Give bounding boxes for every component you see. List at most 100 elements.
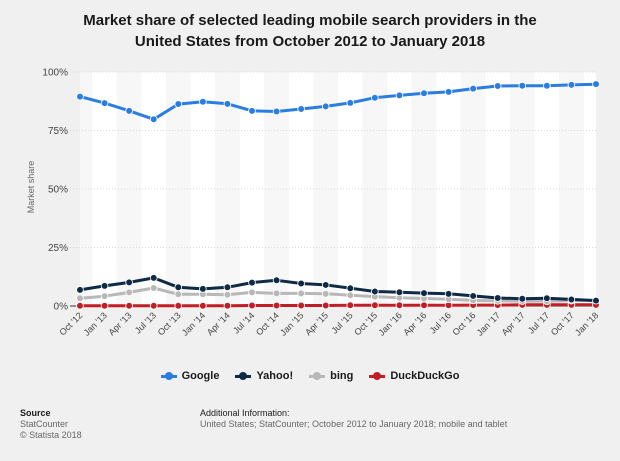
x-tick-label: Jan '16: [376, 310, 403, 337]
data-point-yahoo[interactable]: [346, 284, 355, 293]
x-tick-label: Oct '17: [549, 310, 576, 337]
data-point-yahoo[interactable]: [592, 296, 600, 305]
data-point-yahoo[interactable]: [420, 289, 428, 297]
data-point-google[interactable]: [493, 82, 502, 90]
series-lines: [76, 80, 600, 310]
data-point-yahoo[interactable]: [76, 286, 84, 294]
data-point-yahoo[interactable]: [199, 285, 207, 293]
data-point-duckduckgo[interactable]: [420, 301, 428, 310]
chart-title: Market share of selected leading mobile …: [0, 10, 620, 52]
data-point-yahoo[interactable]: [567, 295, 576, 304]
legend-item-duckduckgo[interactable]: DuckDuckGo: [369, 370, 459, 382]
data-point-bing[interactable]: [321, 290, 330, 298]
x-tick-label: Jan '13: [82, 310, 109, 337]
series-line-google: [79, 82, 597, 121]
data-point-google[interactable]: [297, 105, 305, 113]
data-point-google[interactable]: [567, 81, 576, 89]
data-point-yahoo[interactable]: [223, 283, 232, 292]
data-point-yahoo[interactable]: [444, 290, 453, 298]
data-point-bing[interactable]: [272, 289, 281, 298]
data-point-duckduckgo[interactable]: [100, 301, 109, 310]
data-point-google[interactable]: [395, 91, 404, 100]
data-point-google[interactable]: [248, 107, 256, 115]
source-line-statista[interactable]: © Statista 2018: [20, 430, 82, 440]
x-tick-label: Apr '13: [107, 310, 134, 337]
x-tick-label: Oct '12: [57, 310, 84, 337]
data-point-google[interactable]: [174, 100, 183, 108]
data-point-yahoo[interactable]: [518, 294, 527, 303]
plot-band: [387, 72, 412, 306]
legend-item-yahoo[interactable]: Yahoo!: [235, 370, 293, 382]
data-point-duckduckgo[interactable]: [248, 301, 256, 310]
data-point-duckduckgo[interactable]: [149, 301, 158, 310]
data-point-google[interactable]: [199, 97, 207, 106]
source-heading: Source: [20, 408, 51, 418]
data-point-duckduckgo[interactable]: [76, 301, 84, 310]
data-point-google[interactable]: [223, 100, 232, 108]
data-point-duckduckgo[interactable]: [174, 301, 183, 310]
data-point-yahoo[interactable]: [272, 276, 281, 285]
y-tick-label: 50%: [48, 185, 68, 196]
data-point-bing[interactable]: [149, 284, 158, 292]
data-point-google[interactable]: [543, 82, 551, 90]
data-point-yahoo[interactable]: [469, 292, 477, 300]
x-tick-label: Apr '15: [303, 310, 330, 337]
data-point-yahoo[interactable]: [493, 294, 502, 302]
legend-swatch: [160, 371, 177, 381]
data-point-yahoo[interactable]: [321, 281, 330, 289]
chart-title-line-2: United States from October 2012 to Janua…: [134, 33, 486, 50]
data-point-bing[interactable]: [346, 291, 355, 300]
legend-item-google[interactable]: Google: [160, 370, 220, 382]
legend-label: DuckDuckGo: [390, 370, 460, 382]
data-point-duckduckgo[interactable]: [199, 301, 207, 310]
data-point-bing[interactable]: [125, 288, 133, 297]
plot-band: [264, 72, 289, 306]
data-point-yahoo[interactable]: [395, 288, 404, 296]
data-point-bing[interactable]: [297, 289, 305, 298]
data-point-google[interactable]: [592, 80, 600, 88]
plot-band: [485, 72, 510, 306]
data-point-google[interactable]: [76, 92, 84, 101]
data-point-google[interactable]: [125, 107, 133, 115]
legend-swatch: [235, 371, 252, 381]
data-point-duckduckgo[interactable]: [371, 301, 379, 310]
data-point-duckduckgo[interactable]: [125, 301, 133, 310]
data-point-yahoo[interactable]: [248, 278, 256, 287]
data-point-bing[interactable]: [76, 294, 84, 303]
data-point-yahoo[interactable]: [125, 278, 133, 287]
legend-item-bing[interactable]: bing: [309, 370, 353, 382]
data-point-google[interactable]: [346, 99, 355, 107]
data-point-bing[interactable]: [100, 292, 109, 300]
data-point-yahoo[interactable]: [100, 282, 109, 290]
data-point-yahoo[interactable]: [149, 274, 158, 282]
data-point-google[interactable]: [420, 89, 428, 98]
data-point-google[interactable]: [149, 115, 158, 124]
data-point-bing[interactable]: [248, 288, 256, 297]
data-point-bing[interactable]: [223, 290, 232, 299]
data-point-google[interactable]: [272, 107, 281, 116]
data-point-google[interactable]: [469, 84, 477, 93]
y-tick-label: 75%: [48, 126, 68, 137]
data-point-duckduckgo[interactable]: [395, 301, 404, 310]
data-point-duckduckgo[interactable]: [272, 301, 281, 310]
source-line-statcounter[interactable]: StatCounter: [20, 419, 69, 429]
data-point-bing[interactable]: [174, 290, 183, 299]
data-point-yahoo[interactable]: [371, 287, 379, 296]
data-point-yahoo[interactable]: [297, 279, 305, 288]
plot-band: [362, 72, 388, 306]
data-point-yahoo[interactable]: [543, 294, 551, 303]
data-point-duckduckgo[interactable]: [321, 301, 330, 310]
data-point-google[interactable]: [100, 99, 109, 107]
data-point-google[interactable]: [518, 82, 527, 90]
series-google: [76, 80, 600, 124]
data-point-duckduckgo[interactable]: [297, 301, 305, 310]
data-point-yahoo[interactable]: [174, 283, 183, 292]
legend-label: Google: [181, 370, 220, 382]
data-point-google[interactable]: [444, 88, 453, 96]
data-point-duckduckgo[interactable]: [223, 301, 232, 310]
data-point-duckduckgo[interactable]: [346, 301, 355, 310]
chart-title-line-1: Market share of selected leading mobile …: [83, 12, 537, 29]
data-point-google[interactable]: [371, 93, 379, 102]
data-point-google[interactable]: [321, 102, 330, 111]
